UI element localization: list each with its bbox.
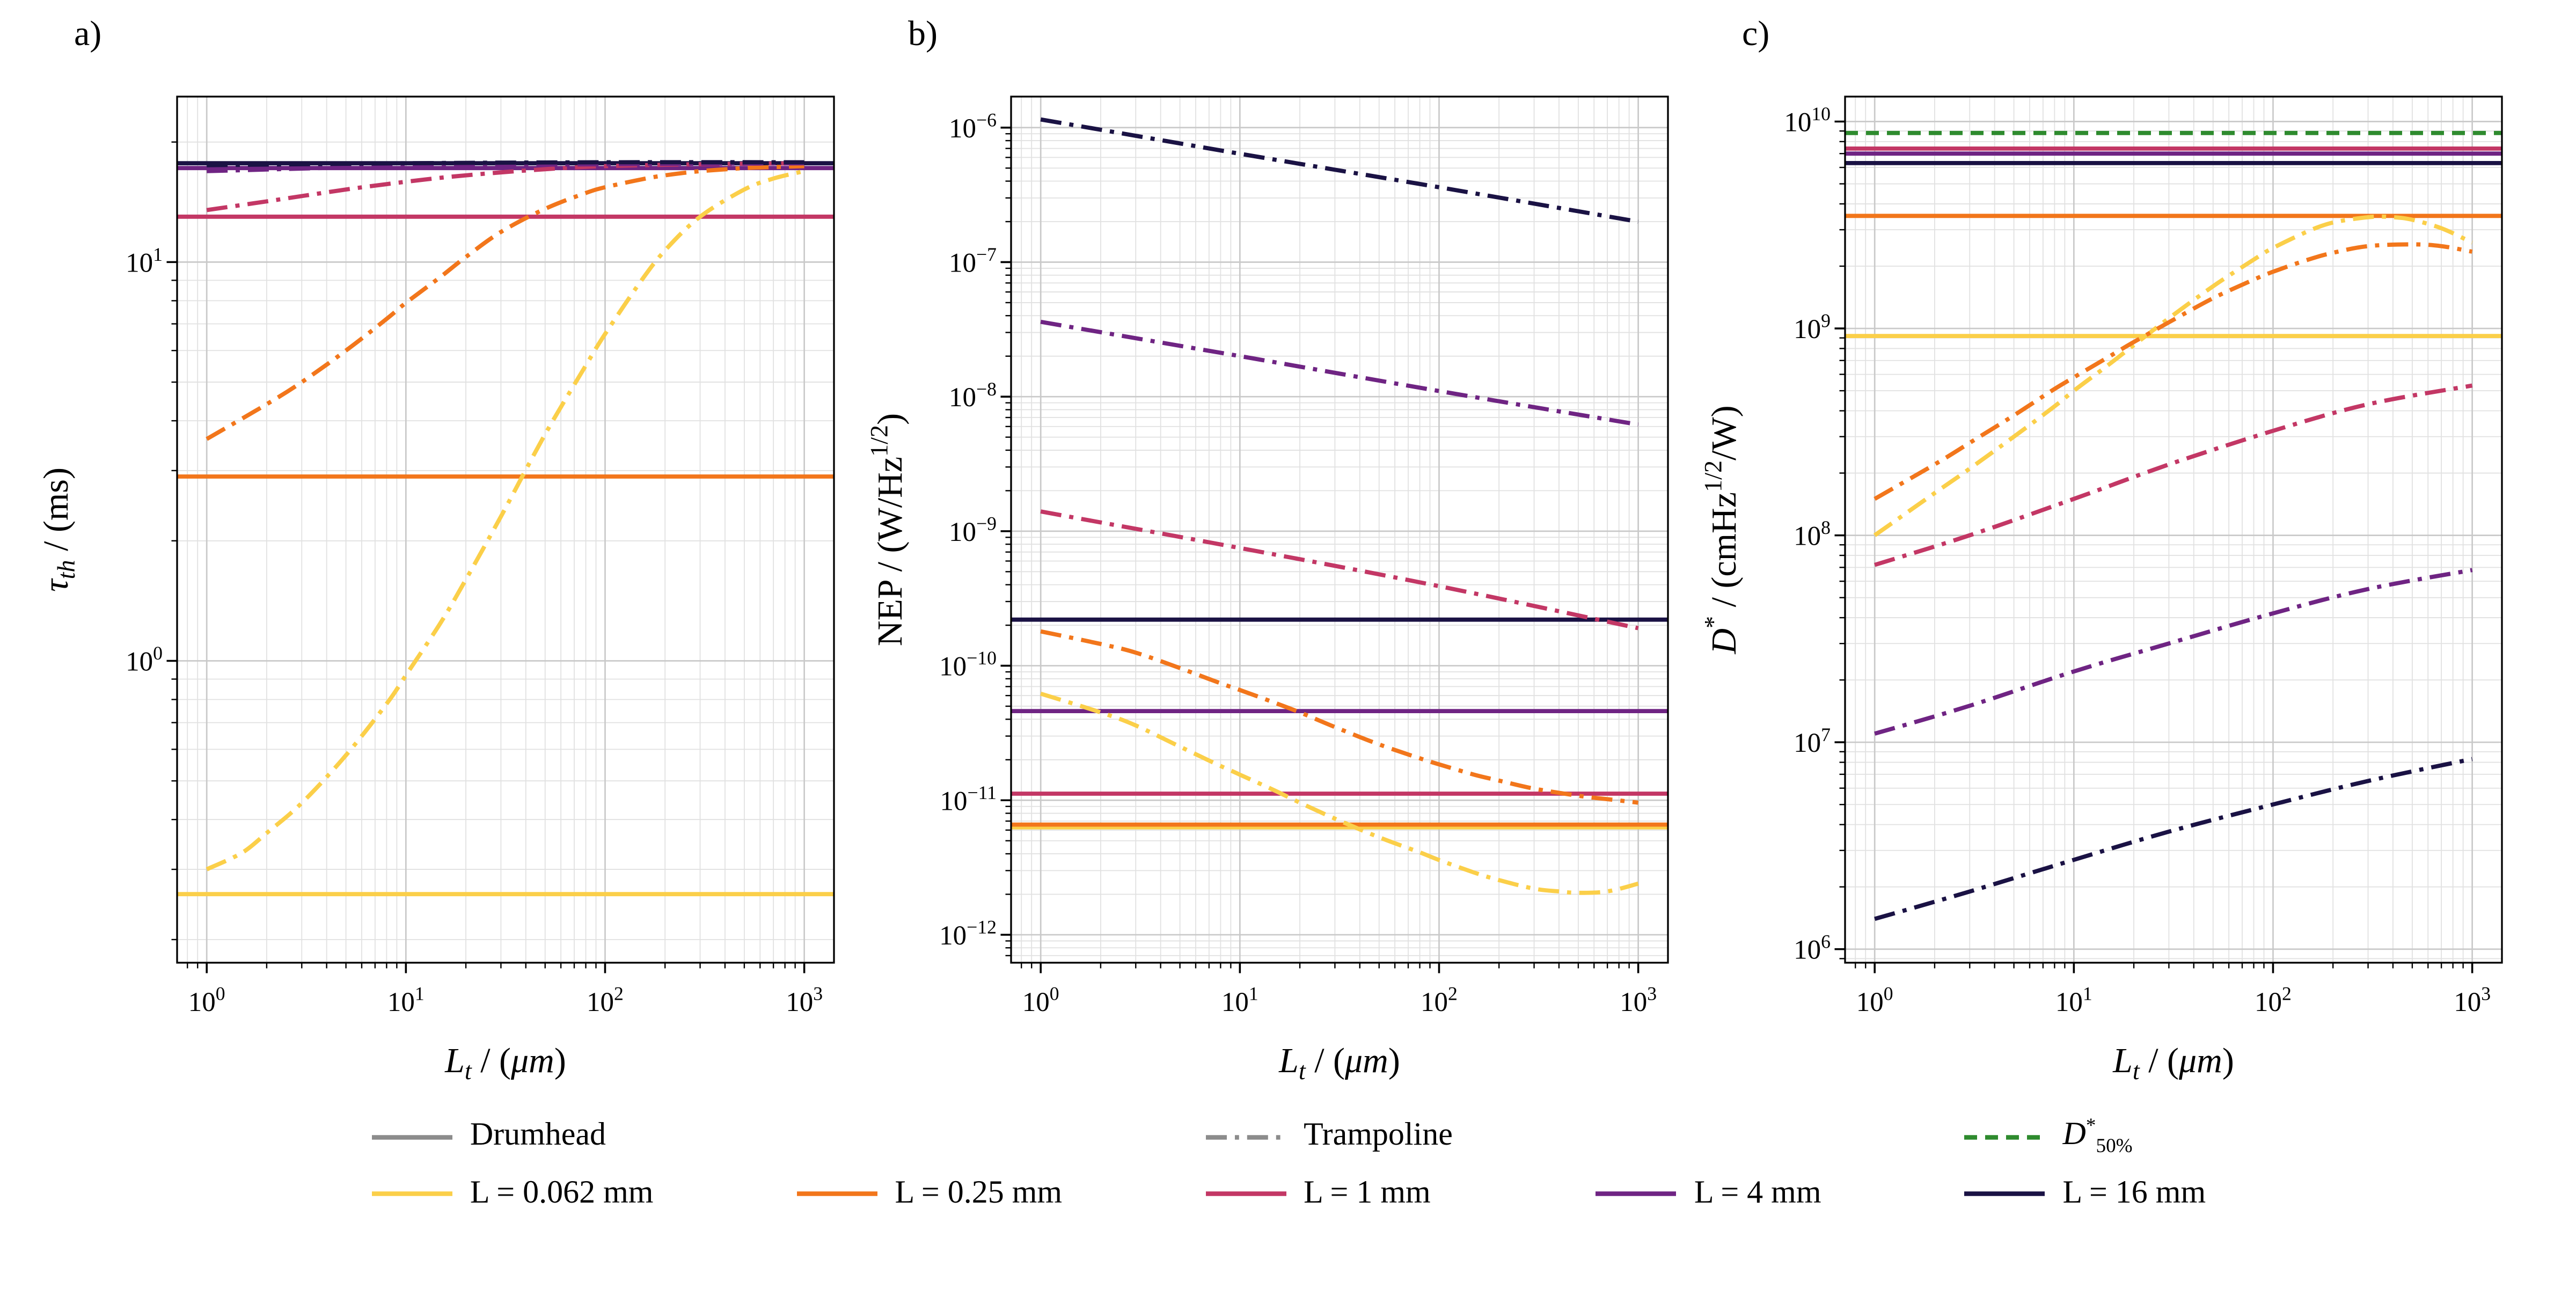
y-axis-label: NEP / (W/Hz1/2) — [869, 413, 910, 646]
legend-label: L = 4 mm — [1694, 1174, 1821, 1210]
ticks — [166, 141, 806, 973]
y-tick-label: 106 — [1794, 931, 1831, 965]
y-tick-label: 10−11 — [940, 782, 997, 816]
panel-a-chart: 100 101 102 103 100 101 Lt / (μm) τth / (ms) a) — [35, 16, 857, 1104]
major-grid — [1845, 97, 2502, 963]
series-trampoline-l-1-mm — [206, 161, 804, 213]
ticks — [1000, 126, 1640, 973]
legend-label: L = 16 mm — [2062, 1174, 2206, 1210]
legend-line-sample — [1205, 1191, 1286, 1197]
series-group — [1011, 117, 1668, 895]
legend-item-d-50: D*50% — [1963, 1114, 2206, 1159]
x-tick-label: 102 — [1421, 983, 1458, 1017]
legend-item-l-4-mm: L = 4 mm — [1594, 1175, 1821, 1212]
x-tick-label: 103 — [786, 983, 823, 1017]
charts-row: 100 101 102 103 100 101 Lt / (μm) τth / (ms) a) … — [0, 16, 2576, 1104]
series-trampoline-l-0-25-mm — [206, 164, 804, 441]
x-tick-label: 101 — [1221, 983, 1258, 1017]
legend-item-l-16-mm: L = 16 mm — [1963, 1175, 2206, 1212]
x-tick-label: 101 — [387, 983, 425, 1017]
legend-line-sample — [371, 1191, 452, 1197]
series-trampoline-l-16-mm — [1874, 757, 2473, 921]
series-trampoline-l-0-25-mm — [1874, 242, 2473, 501]
axes-frame — [176, 96, 835, 964]
y-tick-label: 101 — [126, 244, 163, 278]
x-tick-label: 103 — [1620, 983, 1657, 1017]
x-tick-label: 100 — [1856, 983, 1893, 1017]
y-tick-label: 1010 — [1784, 103, 1831, 137]
y-tick-label: 10−6 — [949, 109, 997, 143]
y-tick-label: 10−8 — [949, 378, 997, 413]
ticks — [1834, 120, 2473, 973]
axes-frame — [1844, 96, 2503, 964]
series-trampoline-l-0-062-mm — [206, 169, 805, 871]
x-axis-label: Lt / (μm) — [1278, 1041, 1400, 1085]
series-group — [1845, 130, 2502, 921]
legend-line-sample — [1205, 1134, 1286, 1140]
legend-label: L = 0.062 mm — [470, 1174, 654, 1210]
x-tick-label: 101 — [2055, 983, 2092, 1017]
series-group — [177, 160, 834, 897]
x-axis-label: Lt / (μm) — [2112, 1041, 2234, 1085]
legend-label: Drumhead — [470, 1117, 606, 1153]
y-tick-label: 10−7 — [949, 244, 997, 278]
legend-item-l-0-062-mm: L = 0.062 mm — [370, 1174, 654, 1212]
series-trampoline-l-4-mm — [1040, 319, 1639, 427]
y-tick-label: 10−12 — [939, 917, 997, 951]
legend-line-sample — [371, 1134, 452, 1140]
legend-label: L = 0.25 mm — [895, 1174, 1063, 1210]
series-trampoline-l-1-mm — [1040, 509, 1639, 631]
series-trampoline-l-0-25-mm — [1040, 629, 1638, 805]
y-axis-label: τth / (ms) — [36, 467, 80, 592]
major-grid — [177, 97, 834, 963]
x-axis-label: Lt / (μm) — [444, 1041, 566, 1085]
minor-grid — [1011, 97, 1668, 963]
x-tick-label: 102 — [587, 983, 624, 1017]
y-axis-label: D* / (cmHz1/2/W) — [1703, 405, 1744, 654]
legend-item-trampoline: Trampoline — [1204, 1114, 1453, 1159]
y-tick-label: 108 — [1794, 517, 1831, 551]
y-tick-label: 100 — [126, 642, 163, 677]
panel-letter: a) — [74, 16, 101, 53]
x-tick-label: 102 — [2255, 983, 2292, 1017]
panel-b-chart: 100 101 102 103 10−6 10−7 10−8 10−9 10−10 10−11 10… — [869, 16, 1690, 1104]
legend-item-drumhead: Drumhead — [370, 1114, 654, 1159]
legend-item-l-0-25-mm: L = 0.25 mm — [795, 1175, 1062, 1212]
major-grid — [1011, 97, 1668, 963]
y-tick-label: 10−9 — [949, 512, 997, 547]
legend: Drumhead Trampoline D*50% L = 0.062 mm L = 0… — [370, 1114, 2206, 1212]
series-trampoline-l-16-mm — [1040, 117, 1639, 224]
minor-grid — [177, 97, 834, 963]
series-trampoline-l-1-mm — [1874, 383, 2473, 567]
panel-letter: c) — [1742, 16, 1769, 53]
legend-line-sample — [1596, 1191, 1677, 1197]
legend-line-sample — [1964, 1191, 2045, 1197]
panel-letter: b) — [908, 16, 938, 53]
legend-line-sample — [1964, 1134, 2045, 1140]
series-trampoline-l-4-mm — [1874, 568, 2473, 736]
series-trampoline-l-0-062-mm — [1040, 691, 1639, 895]
y-tick-label: 109 — [1794, 310, 1831, 345]
legend-label: Trampoline — [1304, 1117, 1453, 1153]
series-trampoline-l-0-062-mm — [1873, 214, 2473, 537]
y-tick-label: 10−10 — [939, 647, 997, 682]
legend-line-sample — [796, 1191, 877, 1197]
minor-grid — [1845, 97, 2502, 963]
legend-label: L = 1 mm — [1304, 1174, 1431, 1210]
legend-item-l-1-mm: L = 1 mm — [1204, 1175, 1453, 1212]
panel-c-chart: 100 101 102 103 106 107 108 109 1010 Lt / (μm) D* … — [1703, 16, 2524, 1104]
series-trampoline-l-16-mm — [207, 160, 804, 167]
x-tick-label: 100 — [188, 983, 225, 1017]
legend-label: D*50% — [2062, 1114, 2133, 1157]
figure: 100 101 102 103 100 101 Lt / (μm) τth / (ms) a) … — [0, 16, 2576, 1304]
axes-frame — [1010, 96, 1669, 964]
y-tick-label: 107 — [1794, 724, 1831, 758]
x-tick-label: 100 — [1022, 983, 1059, 1017]
x-tick-label: 103 — [2454, 983, 2491, 1017]
